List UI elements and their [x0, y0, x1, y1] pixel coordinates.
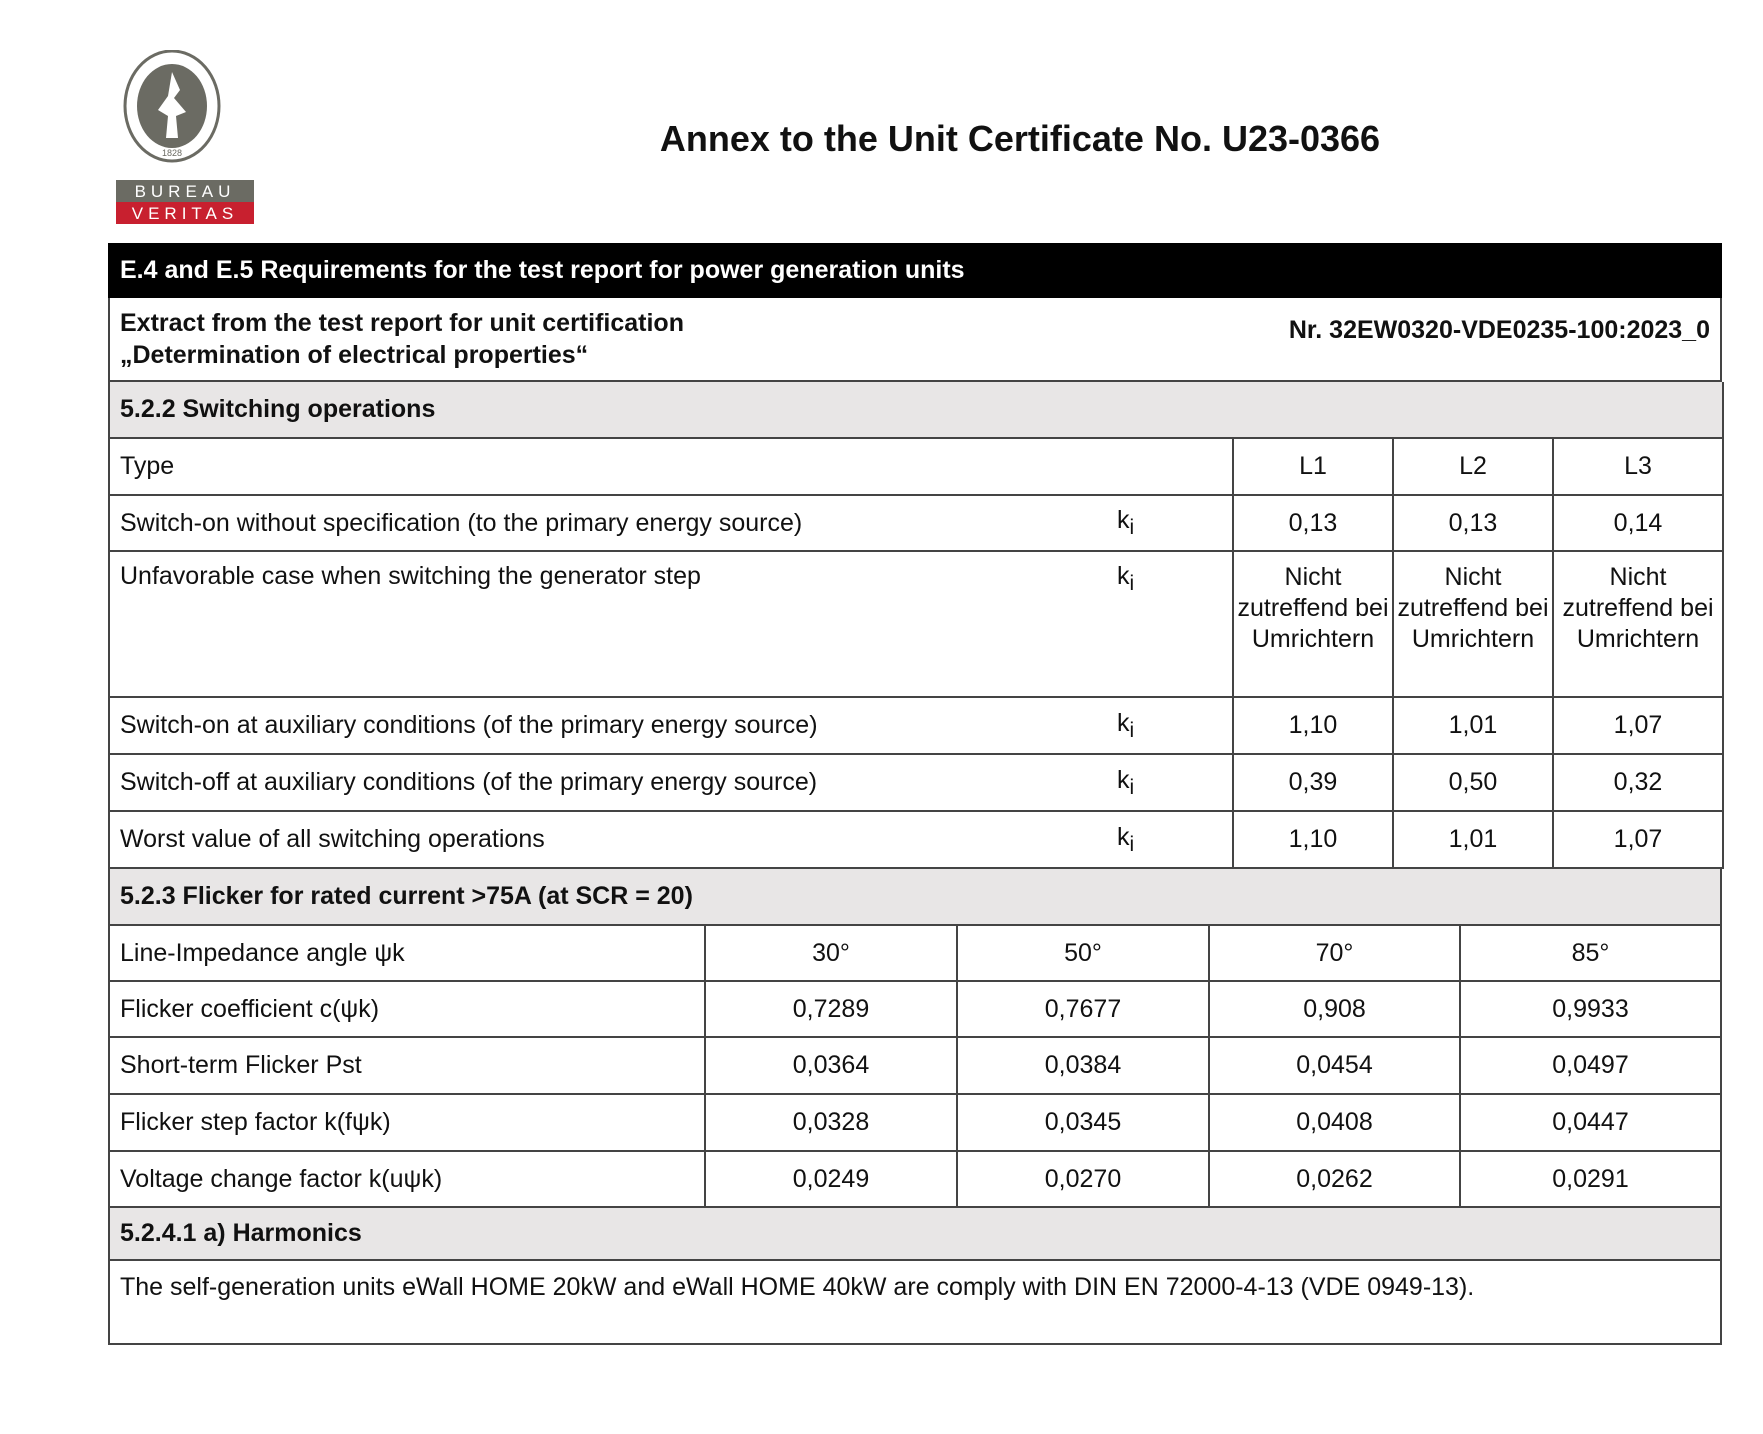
flicker-heading: 5.2.3 Flicker for rated current >75A (at…: [108, 869, 1722, 926]
row-label: Switch-on without specification (to the …: [108, 495, 1009, 552]
bureau-veritas-logo: 1828 BUREAU VERITAS: [116, 49, 254, 229]
table-row: Switch-off at auxiliary conditions (of t…: [108, 754, 1725, 812]
value-30: 0,7289: [704, 981, 958, 1038]
value-l3: 0,32: [1551, 754, 1725, 812]
extract-line2: „Determination of electrical properties“: [120, 341, 589, 369]
value-70: 70°: [1208, 925, 1461, 982]
table-row: Unfavorable case when switching the gene…: [108, 551, 1725, 698]
header-bar-row: E.4 and E.5 Requirements for the test re…: [108, 243, 1722, 298]
value-l1: 0,13: [1232, 495, 1394, 552]
col-l2: L2: [1392, 438, 1554, 496]
value-50: 0,7677: [956, 981, 1210, 1038]
value-30: 30°: [704, 925, 958, 982]
report-number: Nr. 32EW0320-VDE0235-100:2023_0: [1109, 298, 1722, 382]
switching-header-row: Type L1 L2 L3: [108, 438, 1725, 496]
row-label: Short-term Flicker Pst: [108, 1037, 706, 1095]
type-label: Type: [108, 438, 1234, 496]
flicker-table: 5.2.3 Flicker for rated current >75A (at…: [108, 869, 1722, 1208]
value-l2: 0,13: [1392, 495, 1554, 552]
value-l2: 1,01: [1392, 697, 1554, 755]
row-label: Switch-on at auxiliary conditions (of th…: [108, 697, 1009, 755]
harmonics-text: The self-generation units eWall HOME 20k…: [108, 1260, 1722, 1345]
row-label: Unfavorable case when switching the gene…: [108, 551, 1009, 698]
value-85: 85°: [1459, 925, 1722, 982]
row-symbol: ki: [1009, 697, 1234, 755]
value-l2: 0,50: [1392, 754, 1554, 812]
value-l3: 1,07: [1551, 697, 1725, 755]
value-l3: 0,14: [1551, 495, 1725, 552]
row-label: Worst value of all switching operations: [108, 811, 1009, 869]
header-bar: E.4 and E.5 Requirements for the test re…: [108, 243, 1722, 298]
value-30: 0,0249: [704, 1151, 958, 1208]
col-l1: L1: [1232, 438, 1394, 496]
svg-text:VERITAS: VERITAS: [132, 204, 238, 223]
value-70: 0,908: [1208, 981, 1461, 1038]
table-row: Worst value of all switching operations …: [108, 811, 1725, 869]
extract-line1: Extract from the test report for unit ce…: [120, 309, 684, 337]
svg-text:BUREAU: BUREAU: [135, 182, 236, 201]
svg-text:1828: 1828: [162, 148, 182, 158]
value-85: 0,0497: [1459, 1037, 1722, 1095]
value-l1: 1,10: [1232, 697, 1394, 755]
row-label: Flicker coefficient c(ψk): [108, 981, 706, 1038]
value-l2: Nicht zutreffend bei Umrichtern: [1392, 551, 1554, 698]
table-row: Flicker step factor k(fψk) 0,0328 0,0345…: [108, 1094, 1722, 1152]
row-label: Flicker step factor k(fψk): [108, 1094, 706, 1152]
value-70: 0,0262: [1208, 1151, 1461, 1208]
value-l3: Nicht zutreffend bei Umrichtern: [1551, 551, 1725, 698]
row-symbol: ki: [1009, 754, 1234, 812]
harmonics-table: 5.2.4.1 a) Harmonics The self-generation…: [108, 1208, 1722, 1345]
table-row: Short-term Flicker Pst 0,0364 0,0384 0,0…: [108, 1037, 1722, 1095]
table-row: Voltage change factor k(uψk) 0,0249 0,02…: [108, 1151, 1722, 1208]
harmonics-heading: 5.2.4.1 a) Harmonics: [108, 1208, 1722, 1261]
value-85: 0,0447: [1459, 1094, 1722, 1152]
table-row: Switch-on at auxiliary conditions (of th…: [108, 697, 1725, 755]
row-label: Line-Impedance angle ψk: [108, 925, 706, 982]
page-title: Annex to the Unit Certificate No. U23-03…: [659, 118, 1381, 159]
value-85: 0,9933: [1459, 981, 1722, 1038]
table-row: Line-Impedance angle ψk 30° 50° 70° 85°: [108, 925, 1722, 982]
value-30: 0,0364: [704, 1037, 958, 1095]
extract-row: Extract from the test report for unit ce…: [108, 298, 1722, 382]
row-symbol: ki: [1009, 495, 1234, 552]
certificate-table: E.4 and E.5 Requirements for the test re…: [107, 243, 1725, 1345]
value-70: 0,0408: [1208, 1094, 1461, 1152]
value-30: 0,0328: [704, 1094, 958, 1152]
value-50: 50°: [956, 925, 1210, 982]
row-symbol: ki: [1009, 811, 1234, 869]
value-50: 0,0270: [956, 1151, 1210, 1208]
value-l2: 1,01: [1392, 811, 1554, 869]
value-l1: 1,10: [1232, 811, 1394, 869]
value-85: 0,0291: [1459, 1151, 1722, 1208]
header-table: E.4 and E.5 Requirements for the test re…: [108, 243, 1722, 298]
row-label: Voltage change factor k(uψk): [108, 1151, 706, 1208]
table-row: Flicker coefficient c(ψk) 0,7289 0,7677 …: [108, 981, 1722, 1038]
value-50: 0,0345: [956, 1094, 1210, 1152]
switching-table: 5.2.2 Switching operations Type L1 L2 L3…: [107, 382, 1725, 869]
extract-table: Extract from the test report for unit ce…: [108, 298, 1722, 382]
value-l1: 0,39: [1232, 754, 1394, 812]
value-70: 0,0454: [1208, 1037, 1461, 1095]
row-label: Switch-off at auxiliary conditions (of t…: [108, 754, 1009, 812]
value-l1: Nicht zutreffend bei Umrichtern: [1232, 551, 1394, 698]
col-l3: L3: [1551, 438, 1725, 496]
switching-heading: 5.2.2 Switching operations: [107, 382, 1725, 439]
value-50: 0,0384: [956, 1037, 1210, 1095]
value-l3: 1,07: [1551, 811, 1725, 869]
row-symbol: ki: [1009, 551, 1234, 698]
table-row: Switch-on without specification (to the …: [108, 495, 1725, 552]
